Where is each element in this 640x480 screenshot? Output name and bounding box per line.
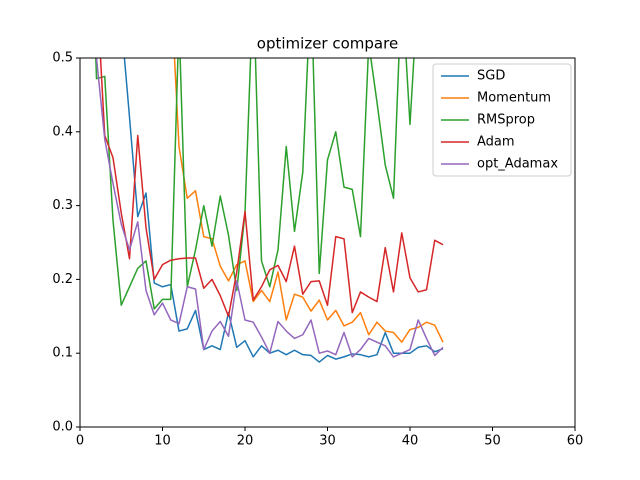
y-tick-label: 0.2 — [52, 272, 73, 287]
legend-label: opt_Adamax — [477, 157, 558, 172]
x-tick-label: 10 — [154, 434, 171, 449]
y-tick-label: 0.3 — [52, 198, 73, 213]
x-tick-label: 60 — [567, 434, 584, 449]
y-tick-label: 0.5 — [52, 51, 73, 66]
x-tick-label: 30 — [319, 434, 336, 449]
x-tick-label: 0 — [76, 434, 84, 449]
x-tick-label: 40 — [402, 434, 419, 449]
data-line — [95, 58, 415, 310]
y-tick-label: 0.0 — [52, 420, 73, 435]
legend-label: Momentum — [477, 91, 551, 106]
data-line — [123, 58, 444, 363]
chart-title: optimizer compare — [257, 35, 398, 53]
data-line — [95, 58, 444, 358]
data-line — [173, 58, 444, 343]
x-tick-label: 20 — [237, 434, 254, 449]
x-tick-label: 50 — [484, 434, 501, 449]
legend-box — [432, 63, 572, 177]
plot-area — [95, 58, 444, 363]
y-tick-label: 0.1 — [52, 346, 73, 361]
legend-label: RMSprop — [477, 113, 535, 128]
y-tick-label: 0.4 — [52, 124, 73, 139]
data-line — [99, 58, 444, 318]
legend-label: SGD — [477, 69, 505, 84]
legend-label: Adam — [477, 135, 515, 150]
